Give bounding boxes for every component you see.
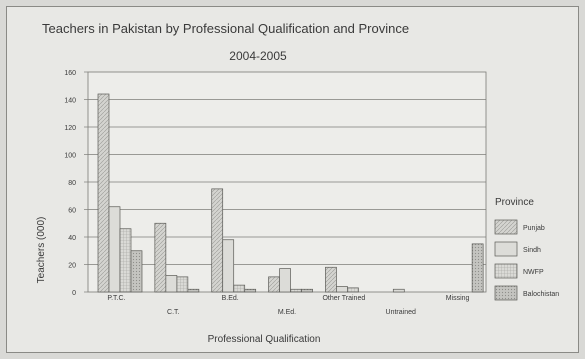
bar-punjab-1: [154, 222, 167, 293]
legend-swatch-nwfp: [494, 263, 518, 279]
bar-nwfp-3: [290, 288, 302, 293]
legend-label: NWFP: [523, 269, 544, 276]
y-tick-label: 120: [64, 125, 76, 132]
legend-swatch-sindh: [494, 241, 518, 257]
legend-label: Punjab: [523, 225, 545, 232]
bar-balochistan-2: [244, 288, 257, 293]
x-tick-label: B.Ed.: [222, 295, 239, 302]
bar-punjab-0: [97, 93, 110, 293]
y-tick-label: 60: [68, 208, 76, 215]
bar-nwfp-1: [176, 276, 189, 293]
gridlines: [88, 99, 486, 265]
bar-punjab-2: [211, 188, 224, 293]
x-axis-label: Professional Qualification: [208, 334, 321, 345]
x-tick-label: Missing: [446, 295, 470, 302]
y-tick-label: 100: [64, 153, 76, 160]
x-tick-label: Untrained: [386, 309, 416, 316]
y-tick-labels: 0 20 40 60 80 100 120 140 160: [64, 70, 88, 297]
y-tick-label: 140: [64, 98, 76, 105]
chart-title: Teachers in Pakistan by Professional Qua…: [42, 21, 409, 36]
bar-sindh-1: [165, 275, 178, 293]
y-tick-label: 80: [68, 180, 76, 187]
legend-title: Province: [495, 197, 534, 208]
legend-swatch-balochistan: [494, 285, 518, 301]
y-tick-label: 0: [72, 290, 76, 297]
y-tick-label: 20: [68, 263, 76, 270]
bar-balochistan-3: [301, 288, 313, 293]
bar-sindh-4: [336, 286, 348, 293]
bar-sindh-3: [279, 268, 291, 293]
bar-sindh-5: [392, 288, 405, 293]
bars: [97, 93, 484, 293]
x-tick-label: Other Trained: [322, 295, 365, 302]
bar-sindh-2: [222, 239, 235, 293]
y-tick-label: 40: [68, 235, 76, 242]
bar-balochistan-0: [130, 250, 143, 293]
chart-subtitle: 2004-2005: [229, 49, 287, 63]
x-tick-label: C.T.: [167, 309, 180, 316]
bar-nwfp-4: [347, 287, 359, 293]
bar-balochistan-6: [471, 243, 484, 293]
x-tick-label: M.Ed.: [278, 309, 296, 316]
bar-sindh-0: [108, 206, 121, 293]
x-tick-label: P.T.C.: [107, 295, 125, 302]
y-tick-label: 160: [64, 70, 76, 77]
bar-nwfp-0: [119, 228, 132, 293]
y-axis-label: Teachers (000): [36, 217, 47, 284]
x-tick-labels: P.T.C. C.T. B.Ed. M.Ed. Other Trained Untrain…: [107, 295, 469, 316]
bar-punjab-4: [325, 266, 337, 293]
legend-label: Balochistan: [523, 291, 559, 298]
legend-swatch-punjab: [494, 219, 518, 235]
bar-punjab-3: [268, 276, 280, 293]
legend-label: Sindh: [523, 247, 541, 254]
bar-nwfp-2: [233, 284, 246, 293]
bar-balochistan-1: [187, 288, 200, 293]
legend: Punjab Sindh NWFP Balochistan: [494, 219, 559, 301]
